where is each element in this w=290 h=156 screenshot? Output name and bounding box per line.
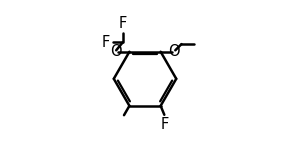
Text: F: F — [102, 35, 110, 50]
Text: O: O — [110, 44, 122, 59]
Text: F: F — [160, 117, 168, 132]
Text: O: O — [168, 44, 180, 59]
Text: F: F — [119, 16, 127, 31]
